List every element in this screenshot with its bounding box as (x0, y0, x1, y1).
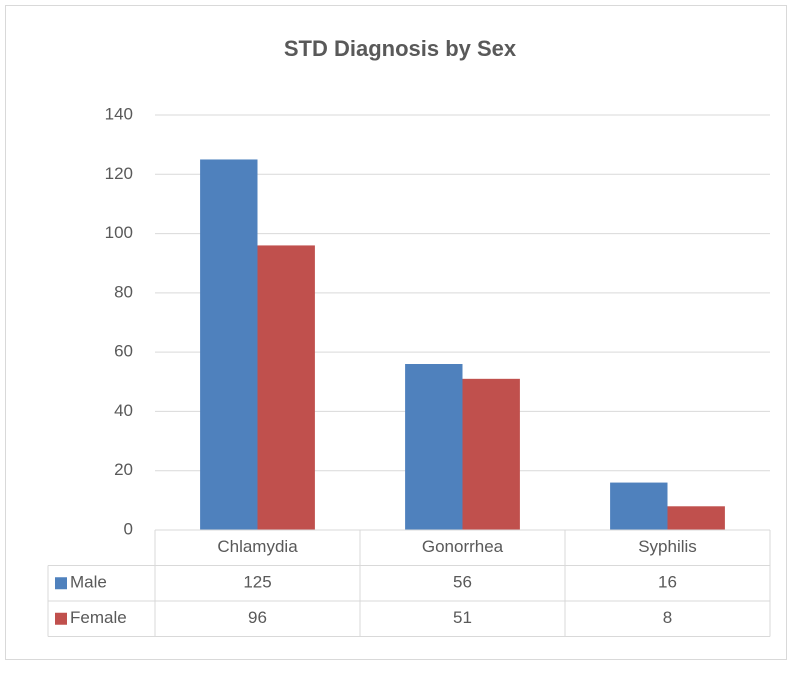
table-value: 16 (658, 573, 677, 592)
category-label: Gonorrhea (422, 537, 504, 556)
bar (200, 159, 258, 530)
bar (405, 364, 463, 530)
bar (257, 245, 315, 530)
legend-label: Female (70, 608, 127, 627)
y-tick-label: 80 (114, 282, 133, 301)
table-value: 51 (453, 608, 472, 627)
y-tick-label: 140 (105, 104, 133, 123)
y-tick-label: 40 (114, 401, 133, 420)
bar (667, 506, 725, 530)
y-tick-label: 60 (114, 342, 133, 361)
chart-title: STD Diagnosis by Sex (284, 36, 517, 61)
bar (462, 378, 520, 530)
bar (610, 482, 668, 530)
y-tick-label: 100 (105, 223, 133, 242)
legend-key (55, 612, 67, 625)
y-tick-label: 120 (105, 164, 133, 183)
y-tick-label: 20 (114, 460, 133, 479)
table-value: 96 (248, 608, 267, 627)
legend-label: Male (70, 573, 107, 592)
y-tick-label: 0 (124, 519, 133, 538)
category-label: Syphilis (638, 537, 697, 556)
table-value: 8 (663, 608, 672, 627)
legend-key (55, 577, 67, 590)
table-value: 125 (243, 573, 271, 592)
category-label: Chlamydia (217, 537, 298, 556)
table-value: 56 (453, 573, 472, 592)
